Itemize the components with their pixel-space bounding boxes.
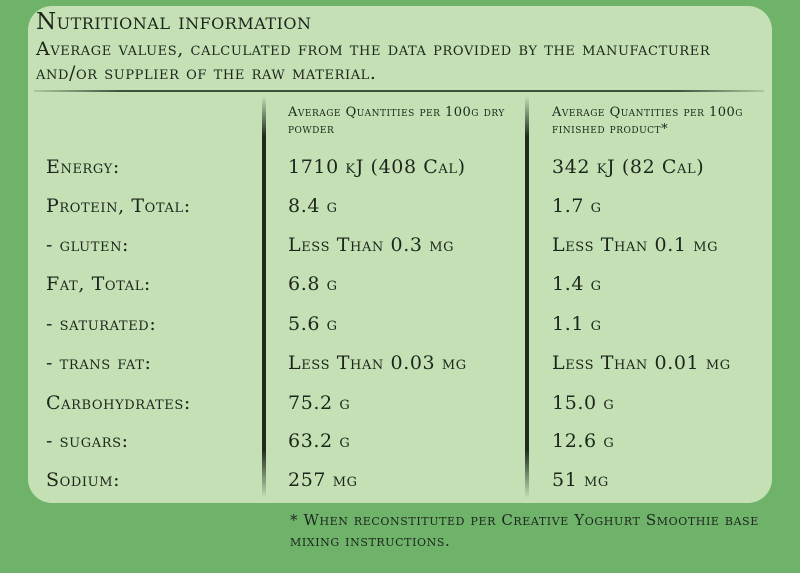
row-label-energy: Energy: <box>46 156 120 178</box>
cell-trans-fat-dry: Less Than 0.03 mg <box>288 352 467 374</box>
cell-trans-fat-finished: Less Than 0.01 mg <box>552 352 731 374</box>
column-header-finished-product: Average Quantities per 100g finished pro… <box>552 105 743 137</box>
row-label-sugars: - sugars: <box>46 430 129 452</box>
cell-energy-dry: 1710 kJ (408 Cal) <box>288 156 466 178</box>
cell-carbohydrates-finished: 15.0 g <box>552 392 615 414</box>
cell-saturated-dry: 5.6 g <box>288 313 338 335</box>
row-label-saturated: - saturated: <box>46 313 157 335</box>
footnote: * When reconstituted per Creative Yoghur… <box>290 511 759 550</box>
cell-fat-dry: 6.8 g <box>288 273 338 295</box>
header-divider <box>34 90 764 92</box>
row-label-fat: Fat, Total: <box>46 273 151 295</box>
column-header-dry-powder: Average Quantities per 100g dry powder <box>288 105 505 137</box>
nutrition-panel <box>28 6 772 503</box>
cell-saturated-finished: 1.1 g <box>552 313 602 335</box>
cell-protein-dry: 8.4 g <box>288 195 338 217</box>
column-divider-left <box>262 96 266 498</box>
row-label-protein: Protein, Total: <box>46 195 191 217</box>
cell-sugars-dry: 63.2 g <box>288 430 351 452</box>
row-label-carbohydrates: Carbohydrates: <box>46 392 191 414</box>
cell-carbohydrates-dry: 75.2 g <box>288 392 351 414</box>
cell-gluten-dry: Less Than 0.3 mg <box>288 234 455 256</box>
cell-protein-finished: 1.7 g <box>552 195 602 217</box>
panel-title: Nutritional information <box>36 9 312 35</box>
cell-sugars-finished: 12.6 g <box>552 430 615 452</box>
column-divider-right <box>525 96 529 498</box>
row-label-sodium: Sodium: <box>46 469 121 491</box>
cell-gluten-finished: Less Than 0.1 mg <box>552 234 719 256</box>
cell-fat-finished: 1.4 g <box>552 273 602 295</box>
panel-subtitle: Average values, calculated from the data… <box>36 38 711 84</box>
cell-sodium-dry: 257 mg <box>288 469 358 491</box>
cell-energy-finished: 342 kJ (82 Cal) <box>552 156 705 178</box>
row-label-gluten: - gluten: <box>46 234 130 256</box>
row-label-trans-fat: - trans fat: <box>46 352 152 374</box>
cell-sodium-finished: 51 mg <box>552 469 609 491</box>
